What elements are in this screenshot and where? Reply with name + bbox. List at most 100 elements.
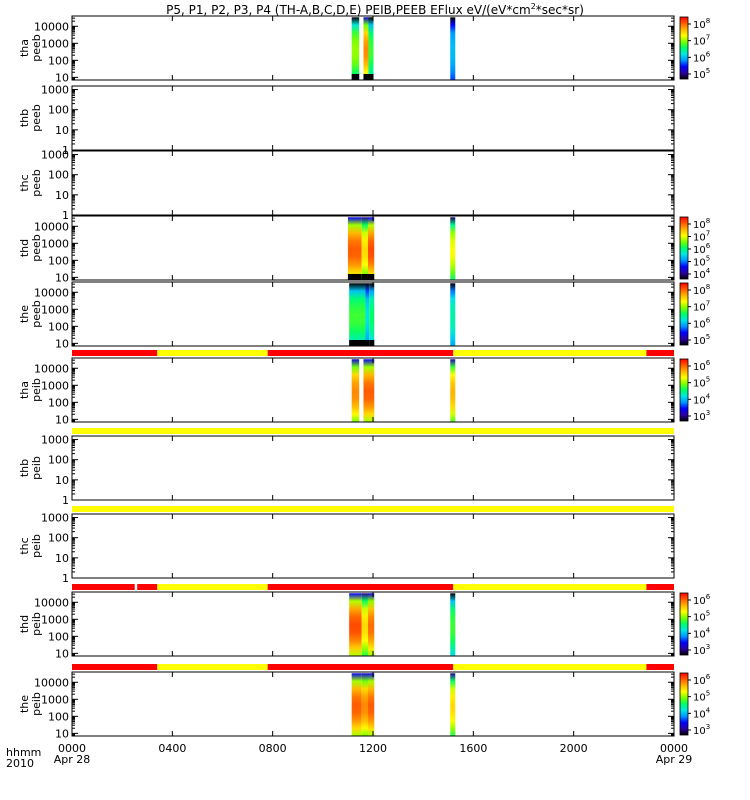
- x-tick-date-label: Apr 29: [656, 753, 693, 766]
- y-tick-label: 1000: [41, 379, 69, 392]
- spectrogram-lowband: [368, 74, 374, 80]
- spectrogram-lowband: [365, 340, 370, 346]
- x-tick-label: 0000: [660, 742, 688, 755]
- y-tick-label: 10: [55, 474, 69, 487]
- y-tick-label: 1: [62, 572, 69, 585]
- y-tick-label: 10: [55, 71, 69, 84]
- y-tick-label: 100: [48, 254, 69, 267]
- spectrogram-block: [450, 283, 456, 346]
- spectrogram-block: [450, 17, 456, 81]
- colorbar-label: 106: [693, 593, 711, 607]
- y-tick-label: 1000: [41, 434, 69, 447]
- panel-ylabel: thbpeib: [18, 456, 43, 480]
- spectrogram-block: [450, 593, 456, 656]
- colorbar: [679, 216, 689, 280]
- y-tick-label: 1000: [41, 303, 69, 316]
- panel-frame: [71, 435, 675, 501]
- y-tick-label: 10: [55, 552, 69, 565]
- spectrogram-lowband: [349, 340, 366, 346]
- y-tick-label: 1000: [41, 149, 69, 162]
- y-tick-label: 100: [48, 630, 69, 643]
- panel-ylabel: thepeeb: [18, 300, 43, 328]
- spectrogram-block: [351, 673, 362, 736]
- spectrogram-block: [450, 217, 456, 280]
- mode-bar-segment: [267, 584, 454, 590]
- panel-thb-peeb: 1 10 100 1000 thbpeeb: [18, 84, 675, 157]
- y-tick-label: 100: [48, 169, 69, 182]
- colorbar-label: 103: [693, 409, 710, 423]
- mode-bar-segment: [453, 584, 647, 590]
- spectrogram-block: [361, 593, 368, 656]
- mode-bar-segment: [646, 350, 674, 356]
- spectrogram-block: [450, 673, 456, 736]
- y-tick-label: 10000: [34, 362, 69, 375]
- y-tick-label: 10: [55, 647, 69, 660]
- y-tick-label: 10000: [34, 220, 69, 233]
- mode-bar-segment: [157, 584, 268, 590]
- colorbar-label: 107: [693, 300, 710, 314]
- y-tick-label: 1000: [41, 512, 69, 525]
- time-axis-label-hhmm: hhmm: [6, 746, 41, 759]
- y-tick-label: 1000: [41, 237, 69, 250]
- panel-the-peib: 10 100 1000 10000 thepeib 106 105 104 103: [18, 664, 711, 740]
- spectrogram-block: [367, 673, 375, 736]
- panel-thc-peeb: 1 10 100 1000 thcpeeb: [18, 149, 675, 222]
- mode-bar-segment: [267, 664, 454, 670]
- spectrogram-block: [361, 217, 368, 280]
- y-tick-label: 1000: [41, 693, 69, 706]
- x-tick-label: 2000: [560, 742, 588, 755]
- mode-bar-segment: [137, 584, 158, 590]
- mode-bar-segment: [453, 664, 647, 670]
- y-tick-label: 100: [48, 454, 69, 467]
- x-tick-label: 1200: [359, 742, 387, 755]
- panel-ylabel: thdpeib: [18, 612, 43, 636]
- x-tick-date-label: Apr 28: [54, 753, 91, 766]
- colorbar-label: 108: [693, 17, 710, 31]
- colorbar-label: 106: [693, 673, 711, 687]
- y-tick-label: 100: [48, 54, 69, 67]
- mode-bar-segment: [646, 664, 674, 670]
- colorbar-label: 105: [693, 610, 710, 624]
- colorbar-label: 104: [693, 392, 711, 406]
- colorbar: [679, 672, 689, 736]
- mode-bar-segment: [157, 664, 268, 670]
- spectrogram-lowband: [347, 274, 362, 280]
- colorbar: [679, 358, 689, 422]
- colorbar: [679, 282, 689, 346]
- panel-frame: [71, 513, 675, 579]
- x-tick-label: 0800: [259, 742, 287, 755]
- y-tick-label: 100: [48, 104, 69, 117]
- colorbar-label: 105: [693, 690, 710, 704]
- x-tick-label: 1600: [459, 742, 487, 755]
- spectrogram-lowband: [361, 274, 368, 280]
- spectrogram-block: [361, 673, 368, 736]
- y-tick-label: 10: [55, 271, 69, 284]
- panel-ylabel: thapeeb: [18, 34, 43, 62]
- panel-ylabel: thepeib: [18, 692, 43, 716]
- panel-frame: [71, 150, 675, 216]
- y-tick-label: 10: [55, 727, 69, 740]
- spectrogram-lowband: [363, 74, 369, 80]
- colorbar-label: 106: [693, 316, 711, 330]
- colorbar-label: 104: [693, 626, 711, 640]
- colorbar-label: 103: [693, 643, 710, 657]
- colorbar-label: 107: [693, 34, 710, 48]
- colorbar-label: 103: [693, 723, 710, 737]
- mode-bar-segment: [646, 584, 674, 590]
- spectrogram-lowband: [369, 340, 375, 346]
- y-tick-label: 1: [62, 494, 69, 507]
- spectrogram-block: [347, 217, 362, 280]
- y-tick-label: 10: [55, 413, 69, 426]
- spectrogram-block: [363, 359, 375, 422]
- y-tick-label: 100: [48, 710, 69, 723]
- colorbar-label: 105: [693, 67, 710, 81]
- y-tick-label: 100: [48, 396, 69, 409]
- figure-title: P5, P1, P2, P3, P4 (TH-A,B,C,D,E) PEIB,P…: [166, 2, 584, 17]
- spectrogram-block: [349, 283, 366, 346]
- colorbar-label: 105: [693, 333, 710, 347]
- spectrogram-lowband: [367, 274, 375, 280]
- colorbar: [679, 592, 689, 656]
- panel-ylabel: thapeib: [18, 378, 43, 402]
- spectrogram-lowband: [351, 74, 360, 80]
